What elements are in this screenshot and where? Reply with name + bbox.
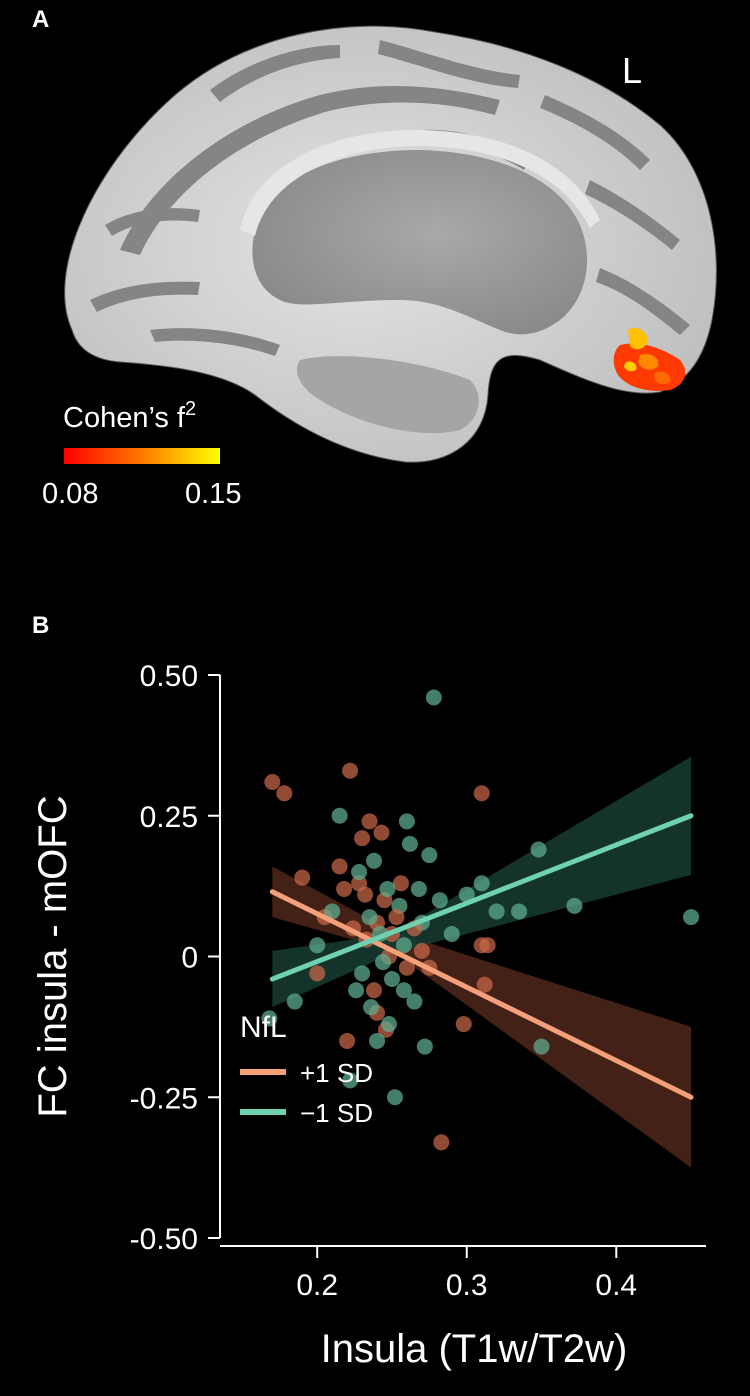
- data-point-series-1: [380, 1016, 397, 1033]
- data-point-series-1: [401, 835, 418, 852]
- colorbar-gradient: [64, 448, 220, 464]
- colorbar-max-label: 0.15: [185, 478, 242, 510]
- effect-cluster-mofc: [613, 328, 686, 391]
- data-point-series-1: [410, 880, 427, 897]
- data-point-series-1: [386, 1089, 403, 1106]
- data-point-series-1: [683, 909, 700, 926]
- regression-line-0: [269, 889, 694, 1100]
- regression-line-1: [269, 813, 694, 982]
- data-point-series-0: [342, 762, 359, 779]
- data-point-series-1: [366, 852, 383, 869]
- data-point-series-0: [264, 773, 281, 790]
- data-point-series-1: [348, 982, 365, 999]
- legend-entry-0: +1 SD: [300, 1058, 373, 1088]
- data-point-series-1: [511, 903, 528, 920]
- y-tick-label: 0: [181, 942, 198, 975]
- data-point-series-0: [366, 982, 383, 999]
- colorbar-title-superscript: 2: [185, 398, 197, 420]
- data-point-series-1: [425, 689, 442, 706]
- data-point-series-0: [294, 869, 311, 886]
- x-tick-label: 0.3: [446, 1269, 488, 1302]
- data-point-series-1: [354, 965, 371, 982]
- axes: 0.50 0.25 0 -0.25 -0.50 0.2 0.3 0.4 Insula (T1w/…: [31, 660, 706, 1371]
- y-tick-label: 0.50: [140, 660, 198, 693]
- colorbar-title: Cohen’s f2: [63, 398, 196, 435]
- data-point-series-1: [398, 813, 415, 830]
- regression-lines: [269, 813, 694, 1100]
- data-point-series-0: [398, 959, 415, 976]
- data-point-series-0: [473, 785, 490, 802]
- data-point-series-1: [406, 993, 423, 1010]
- data-point-series-1: [473, 875, 490, 892]
- data-point-series-0: [473, 937, 490, 954]
- colorbar-min-label: 0.08: [42, 478, 99, 510]
- data-point-series-0: [309, 965, 326, 982]
- y-axis-label: FC insula - mOFC: [31, 795, 75, 1117]
- data-point-series-1: [383, 971, 400, 988]
- data-point-series-0: [455, 1016, 472, 1033]
- data-point-series-1: [342, 1072, 359, 1089]
- data-point-series-0: [433, 1134, 450, 1151]
- hemisphere-label: L: [622, 50, 643, 91]
- data-point-series-0: [336, 880, 353, 897]
- data-point-series-1: [361, 909, 378, 926]
- scatter-chart: 0.50 0.25 0 -0.25 -0.50 0.2 0.3 0.4 Insula (T1w/…: [31, 660, 706, 1371]
- x-axis-label: Insula (T1w/T2w): [321, 1327, 628, 1371]
- data-point-series-1: [395, 982, 412, 999]
- data-point-series-1: [530, 841, 547, 858]
- brain-surface-medial-view: [64, 25, 717, 463]
- data-point-series-1: [324, 903, 341, 920]
- data-point-series-0: [339, 1032, 356, 1049]
- legend-entry-1: −1 SD: [300, 1098, 373, 1128]
- data-point-series-0: [413, 942, 430, 959]
- data-point-series-1: [379, 880, 396, 897]
- data-point-series-0: [392, 875, 409, 892]
- data-point-series-0: [388, 909, 405, 926]
- x-tick-label: 0.4: [595, 1269, 637, 1302]
- data-point-series-0: [354, 830, 371, 847]
- sulci-pattern: [90, 40, 690, 356]
- legend: NfL +1 SD −1 SD: [240, 1011, 373, 1128]
- data-point-series-1: [374, 954, 391, 971]
- data-point-series-1: [421, 847, 438, 864]
- data-point-series-1: [286, 993, 303, 1010]
- temporal-pole: [296, 356, 479, 434]
- y-tick-label: -0.25: [130, 1082, 198, 1115]
- data-point-series-1: [351, 864, 368, 881]
- data-point-series-1: [488, 903, 505, 920]
- data-point-series-1: [566, 897, 583, 914]
- data-point-series-0: [357, 886, 374, 903]
- data-point-series-1: [395, 937, 412, 954]
- legend-title: NfL: [240, 1011, 287, 1044]
- x-tick-label: 0.2: [296, 1269, 338, 1302]
- corpus-callosum-wall: [252, 150, 588, 335]
- panel-label-a: A: [32, 6, 50, 33]
- data-point-series-0: [331, 858, 348, 875]
- data-point-series-1: [533, 1038, 550, 1055]
- data-point-series-0: [276, 785, 293, 802]
- data-point-series-0: [361, 813, 378, 830]
- data-point-series-1: [331, 807, 348, 824]
- colorbar-title-text: Cohen’s f: [63, 402, 185, 434]
- panel-label-b: B: [32, 612, 50, 639]
- data-point-series-1: [309, 937, 326, 954]
- data-point-series-1: [431, 892, 448, 909]
- data-point-series-1: [416, 1038, 433, 1055]
- data-point-series-1: [369, 1032, 386, 1049]
- data-point-series-0: [476, 976, 493, 993]
- data-point-series-0: [373, 824, 390, 841]
- data-point-series-1: [458, 886, 475, 903]
- data-point-series-1: [443, 925, 460, 942]
- y-tick-label: -0.50: [130, 1223, 198, 1256]
- data-point-series-1: [363, 999, 380, 1016]
- data-point-series-1: [261, 1010, 278, 1027]
- y-tick-label: 0.25: [140, 801, 198, 834]
- callosal-sulcus: [240, 129, 600, 236]
